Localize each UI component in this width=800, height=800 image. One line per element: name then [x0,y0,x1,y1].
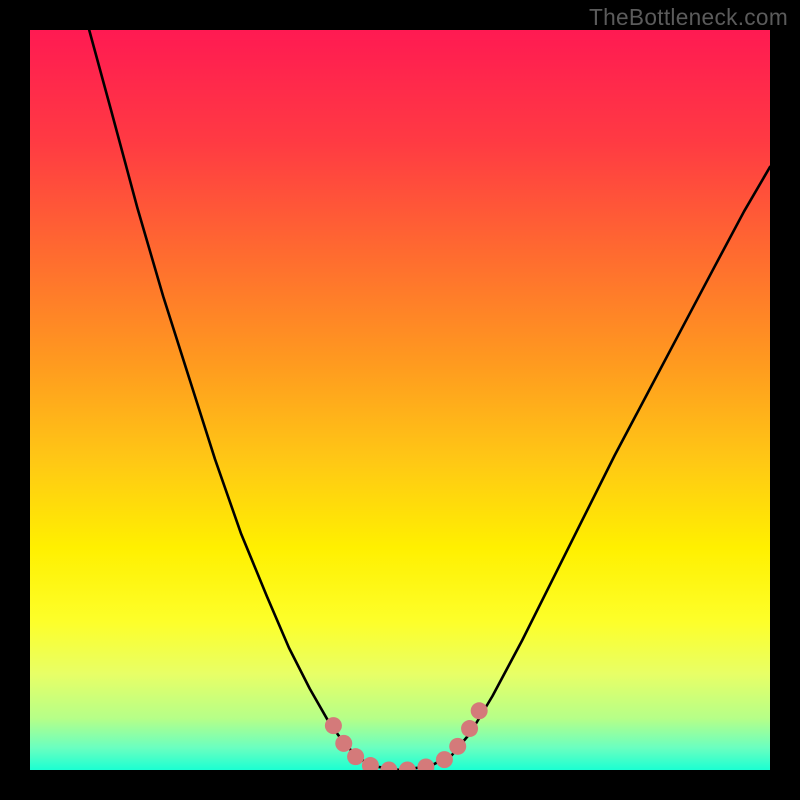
marker-dot [347,748,364,765]
marker-dot [399,762,416,771]
marker-dot [449,738,466,755]
marker-dot [471,702,488,719]
marker-dot [325,717,342,734]
marker-dot [417,759,434,770]
highlight-markers [30,30,770,770]
marker-dot [335,735,352,752]
chart-frame: TheBottleneck.com [0,0,800,800]
marker-dot [362,757,379,770]
marker-dot [436,751,453,768]
marker-dot [461,720,478,737]
plot-area [30,30,770,770]
watermark-text: TheBottleneck.com [589,4,788,31]
marker-dot [380,762,397,771]
